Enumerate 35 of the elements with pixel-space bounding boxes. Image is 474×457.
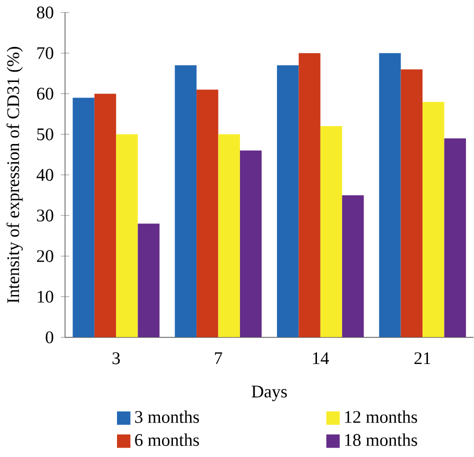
bar xyxy=(196,90,218,338)
y-tick-label: 80 xyxy=(36,6,54,19)
bar xyxy=(444,138,466,338)
bar xyxy=(94,94,116,338)
y-axis-title: Intensity of expression of CD31 (%) xyxy=(6,47,23,304)
x-tick-label: 3 xyxy=(112,352,120,364)
x-axis-title: Days xyxy=(252,386,287,402)
y-tick-label: 60 xyxy=(37,88,54,100)
legend-label: 6 months xyxy=(135,434,199,446)
x-tick-label: 21 xyxy=(414,352,430,364)
x-tick-label: 7 xyxy=(215,352,222,364)
y-tick-label: 40 xyxy=(36,169,54,182)
bar xyxy=(342,195,364,338)
bar xyxy=(400,70,423,338)
y-tick-label: 70 xyxy=(37,47,54,60)
y-tick-label: 10 xyxy=(38,290,54,303)
bar xyxy=(320,126,342,338)
bar xyxy=(298,53,320,338)
bar xyxy=(276,65,299,338)
bar xyxy=(422,102,444,338)
bar xyxy=(174,65,197,338)
bar xyxy=(218,134,240,338)
bar xyxy=(116,134,138,338)
legend-label: 18 months xyxy=(345,434,418,446)
bar xyxy=(379,53,401,338)
y-tick-label: 30 xyxy=(37,210,54,222)
y-tick-label: 20 xyxy=(37,250,54,262)
bar xyxy=(138,224,160,338)
x-tick-label: 14 xyxy=(313,352,329,364)
legend-label: 12 months xyxy=(345,410,418,424)
bar xyxy=(240,150,262,338)
y-tick-label: 0 xyxy=(46,332,54,344)
y-tick-label: 50 xyxy=(37,128,54,140)
bar xyxy=(72,98,94,338)
legend-label: 3 months xyxy=(135,410,199,424)
